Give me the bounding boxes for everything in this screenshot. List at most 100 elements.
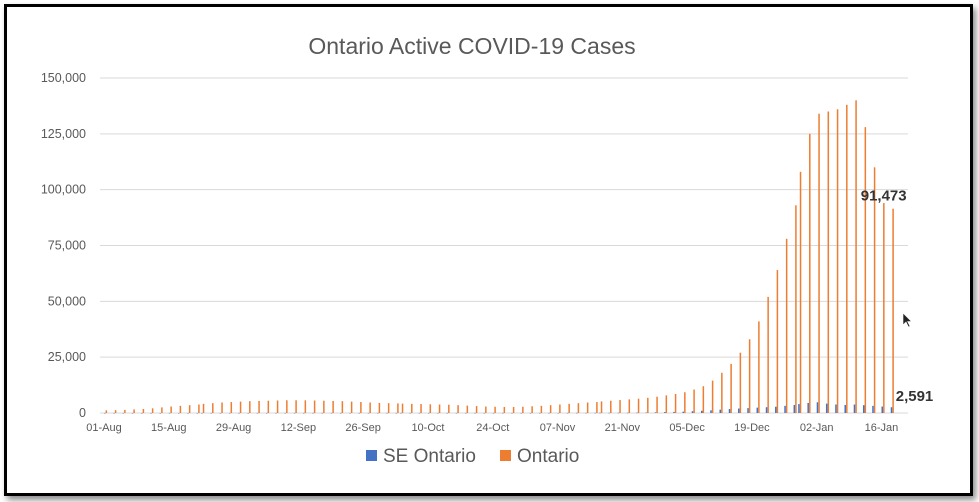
bar-ontario [577,403,580,413]
bar-se-ontario [862,405,865,413]
bar-se-ontario [793,404,796,413]
bar-ontario [721,372,723,413]
bar-ontario [739,352,742,413]
bar-ontario [475,406,478,413]
bar-ontario [332,400,334,413]
bar-se-ontario [663,412,666,413]
bar-se-ontario [409,412,411,414]
bar-se-ontario [728,408,731,413]
bar-se-ontario [608,412,610,414]
bar-se-ontario [178,412,180,414]
bar-se-ontario [691,411,694,413]
x-tick-label: 10-Oct [411,422,444,434]
bar-se-ontario [807,402,809,413]
y-tick-label: 50,000 [48,294,86,308]
bar-se-ontario [784,405,786,413]
legend-label-ontario: Ontario [517,446,579,467]
bar-se-ontario [358,412,361,414]
bar-se-ontario [576,412,578,414]
bar-se-ontario [701,410,703,413]
bar-se-ontario [626,412,629,414]
bar-ontario [684,392,686,413]
bar-ontario [586,402,589,413]
bar-se-ontario [594,412,597,414]
bar-ontario [522,406,524,413]
bar-ontario [730,363,732,413]
bar-se-ontario [775,406,777,413]
bar-se-ontario [520,412,523,414]
bar-ontario [198,404,200,413]
bar-se-ontario [367,412,370,414]
bar-se-ontario [617,412,620,414]
bar-se-ontario [446,412,448,414]
bar-se-ontario [418,412,421,414]
bar-se-ontario [400,412,402,414]
bar-se-ontario [756,407,759,413]
bar-se-ontario [599,412,601,414]
bar-se-ontario [349,412,351,414]
bar-se-ontario [645,412,647,414]
data-label-ontario: 91,473 [861,188,907,205]
bar-se-ontario [474,412,476,414]
bar-se-ontario [529,412,532,414]
bar-ontario [702,386,705,413]
x-tick-label: 01-Aug [86,422,121,434]
bar-se-ontario [455,412,458,414]
bar-ontario [559,404,561,413]
bar-se-ontario [113,412,115,414]
bar-ontario [466,405,469,413]
bar-ontario [438,404,441,413]
chart-title: Ontario Active COVID-19 Cases [308,33,635,59]
bar-ontario [369,402,371,413]
x-tick-label: 19-Dec [734,422,770,434]
x-tick-label: 29-Aug [216,422,251,434]
bar-ontario [494,406,496,413]
bar-se-ontario [275,412,277,414]
bar-ontario [785,238,788,413]
bar-se-ontario [816,402,819,413]
bar-se-ontario [492,412,495,414]
bar-se-ontario [265,412,268,414]
y-tick-label: 0 [79,406,86,420]
bar-ontario [387,403,390,413]
bar-se-ontario [654,412,657,413]
bar-ontario [818,113,820,413]
bar-ontario [512,406,515,413]
bar-se-ontario [210,412,212,414]
bar-ontario [341,401,344,413]
bar-se-ontario [201,412,203,414]
bar-ontario [202,403,205,413]
bar-ontario [656,396,658,413]
bar-ontario [628,399,631,413]
bar-ontario [350,401,353,413]
x-tick-label: 24-Oct [476,422,509,434]
bar-ontario [170,406,172,413]
bar-se-ontario [340,412,342,414]
bar-ontario [855,100,857,413]
bar-ontario [142,408,145,413]
legend-swatch-se-ontario [366,450,377,461]
bar-se-ontario [710,410,712,413]
bar-se-ontario [636,412,638,414]
bar-ontario [179,405,182,413]
bar-se-ontario [238,412,240,414]
bar-se-ontario [386,412,388,414]
bar-ontario [420,404,422,413]
y-tick-label: 100,000 [41,183,86,197]
bar-se-ontario [330,412,333,414]
bar-ontario [864,127,867,413]
bar-ontario [665,395,668,413]
bar-ontario [378,402,381,413]
bar-ontario [411,403,413,413]
bar-ontario [846,104,848,414]
bar-se-ontario [765,407,768,413]
bar-ontario [693,389,695,413]
bar-se-ontario [321,412,324,414]
bar-ontario [323,400,325,413]
bar-ontario [151,408,154,413]
x-tick-label: 26-Sep [345,422,380,434]
bar-ontario [230,402,233,413]
bar-se-ontario [159,412,162,414]
bar-se-ontario [585,412,587,414]
